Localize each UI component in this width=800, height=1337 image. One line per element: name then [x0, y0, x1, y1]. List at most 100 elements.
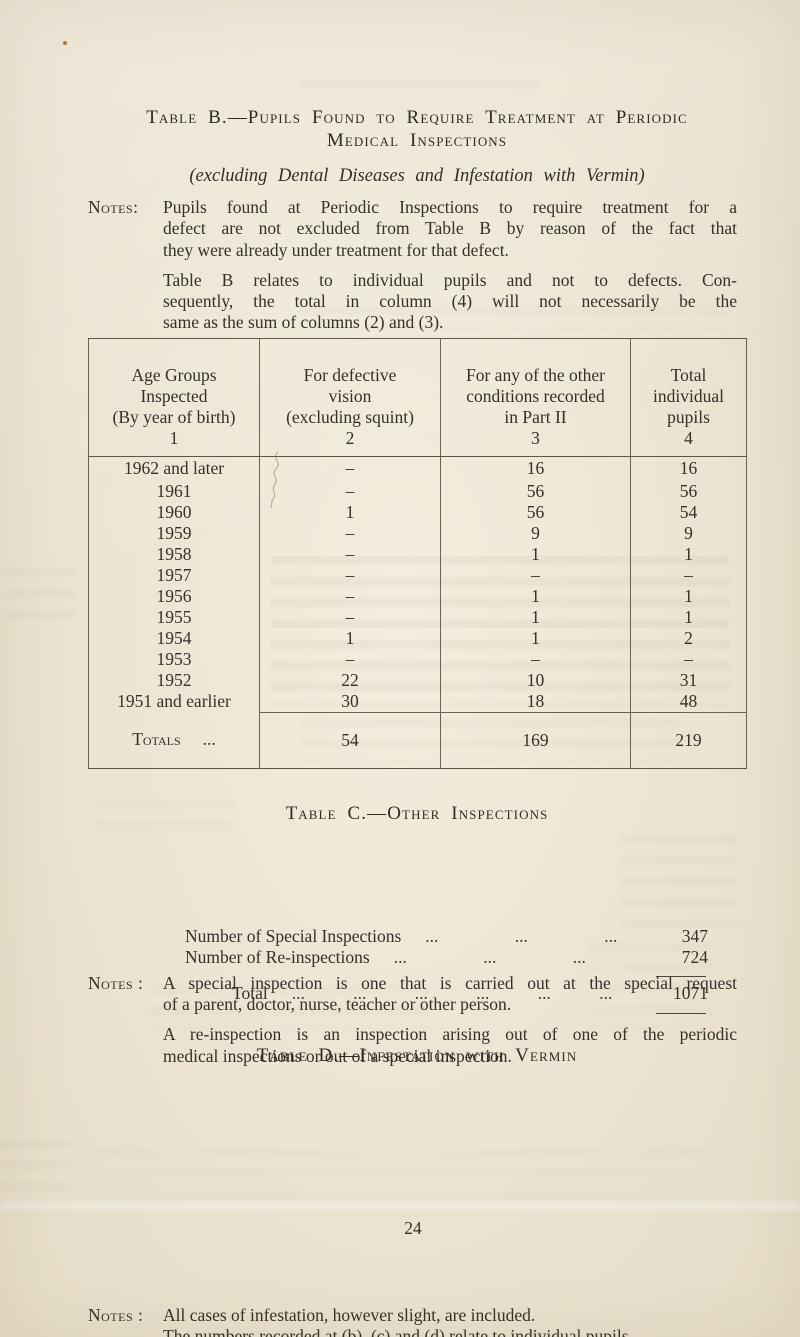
table-row: 1955 – 1 1 — [89, 606, 747, 628]
table-b-title-line1: Table B.—Pupils Found to Require Treatme… — [146, 107, 688, 128]
header-line: pupils — [667, 407, 710, 427]
note-line: they were already under treatment for th… — [163, 239, 509, 260]
notes-label: Notes : — [88, 1304, 144, 1325]
sum-rule — [656, 1012, 706, 1014]
header-line: Inspected — [140, 386, 208, 406]
cell-value: 1 — [630, 585, 747, 607]
table-row: 1958 – 1 1 — [89, 543, 747, 565]
table-b: Age Groups Inspected (By year of birth) … — [88, 338, 747, 769]
cell-year: 1962 and later — [123, 458, 225, 479]
cell-value: – — [259, 648, 441, 670]
stat-row-special-inspections: Number of Special Inspections ... ... ..… — [88, 926, 708, 947]
cell-year: 1961 — [156, 480, 192, 501]
cell-value: 54 — [630, 501, 747, 523]
cell-value: 1 — [440, 543, 631, 565]
cell-value: – — [259, 585, 441, 607]
col-header-age-groups: Age Groups Inspected (By year of birth) … — [88, 338, 260, 457]
header-line: For any of the other — [466, 365, 605, 385]
cell-value: – — [259, 606, 441, 628]
cell-value: 9 — [440, 522, 631, 544]
table-row: 1956 – 1 1 — [89, 585, 747, 607]
table-c-statistics: Number of Special Inspections ... ... ..… — [88, 926, 708, 1020]
col-header-other-conditions: For any of the other conditions recorded… — [440, 338, 631, 457]
cell-value: 9 — [630, 522, 747, 544]
cell-year: 1953 — [156, 648, 192, 669]
table-row: 1951 and earlier 30 18 48 — [89, 690, 747, 712]
cell-value: 30 — [259, 690, 441, 712]
stat-value: 347 — [681, 926, 708, 946]
table-c-notes: Notes : A special inspection is one that… — [88, 973, 737, 1067]
cell-value: 56 — [440, 480, 631, 502]
cell-value: 1 — [259, 501, 441, 523]
note-line: Table B relates to individual pupils and… — [163, 269, 737, 290]
column-number: 2 — [345, 428, 355, 448]
header-line: Age Groups — [131, 365, 217, 385]
cell-value: 56 — [440, 501, 631, 523]
cell-value: 22 — [259, 669, 441, 691]
cell-value: 18 — [440, 690, 631, 712]
cell-value: 1 — [630, 543, 747, 565]
totals-value: 219 — [630, 711, 747, 768]
header-line: (excluding squint) — [286, 407, 414, 427]
note-line: of a parent, doctor, nurse, teacher or o… — [163, 994, 512, 1015]
header-line: Total — [670, 365, 707, 385]
note-line: A special inspection is one that is carr… — [163, 972, 737, 993]
table-b-subtitle: (excluding Dental Diseases and Infestati… — [189, 166, 645, 186]
table-row: 1953 – – – — [89, 648, 747, 670]
notes-label: Notes : — [88, 972, 144, 993]
leader-dots: ... ... ... — [393, 947, 586, 968]
showthrough-smudge — [620, 835, 738, 940]
totals-row: Totals ... 54 169 219 — [89, 711, 747, 768]
cell-value: 56 — [630, 480, 747, 502]
note-line: defect are not excluded from Table B by … — [163, 218, 737, 239]
cell-value: 16 — [630, 456, 747, 481]
table-row: 1954 1 1 2 — [89, 627, 747, 649]
totals-dots: ... — [202, 729, 216, 750]
table-b-body: 1962 and later – 16 16 1961 – 56 56 1960… — [89, 456, 747, 768]
leader-dots: ... ... ... — [425, 926, 618, 946]
cell-year: 1952 — [156, 669, 192, 690]
cell-value: – — [440, 564, 631, 586]
notes-label: Notes: — [88, 197, 139, 217]
cell-year: 1956 — [156, 585, 192, 606]
cell-year: 1960 — [156, 501, 192, 522]
stat-value: 1071 — [673, 982, 708, 1003]
cell-value: 16 — [440, 456, 631, 481]
totals-value: 169 — [440, 711, 631, 768]
cell-year: 1955 — [156, 606, 192, 627]
note-line: same as the sum of columns (2) and (3). — [163, 312, 444, 333]
cell-year: 1959 — [156, 522, 192, 543]
cell-value: – — [259, 522, 441, 544]
cell-value: 1 — [440, 606, 631, 628]
col-header-defective-vision: For defective vision (excluding squint) … — [259, 338, 441, 457]
stat-label: Total — [232, 982, 268, 1003]
header-line: vision — [328, 386, 372, 406]
page-number: 24 — [404, 1218, 422, 1238]
cell-value: 1 — [440, 627, 631, 649]
cell-year: 1954 — [156, 627, 192, 648]
cell-year: 1958 — [156, 543, 192, 564]
showthrough-smudge — [300, 80, 540, 98]
table-row: 1959 – 9 9 — [89, 522, 747, 544]
cell-value: 48 — [630, 690, 747, 712]
stat-label: Number of Re-inspections — [185, 947, 370, 968]
cell-value: – — [259, 480, 441, 502]
stat-row-re-inspections: Number of Re-inspections ... ... ... 724 — [88, 947, 708, 968]
cell-value: 10 — [440, 669, 631, 691]
paper-crease — [0, 1202, 800, 1210]
cell-value: – — [630, 648, 747, 670]
table-row: 1952 22 10 31 — [89, 669, 747, 691]
note-line: medical inspections or out of a special … — [163, 1045, 512, 1066]
column-number: 4 — [684, 428, 693, 448]
note-line: A re-inspection is an inspection arising… — [163, 1024, 737, 1045]
leader-dots: ... ... ... ... ... ... — [291, 982, 613, 1003]
table-d-notes: Notes : All cases of infestation, howeve… — [88, 1305, 737, 1337]
note-line: All cases of infestation, however slight… — [163, 1304, 536, 1325]
stat-label: Number of Special Inspections — [185, 926, 402, 946]
cell-value: 1 — [630, 606, 747, 628]
paper-speck — [63, 41, 67, 45]
cell-year: 1951 and earlier — [117, 690, 231, 711]
note-line: Pupils found at Periodic Inspections to … — [163, 197, 737, 217]
cell-value: 31 — [630, 669, 747, 691]
